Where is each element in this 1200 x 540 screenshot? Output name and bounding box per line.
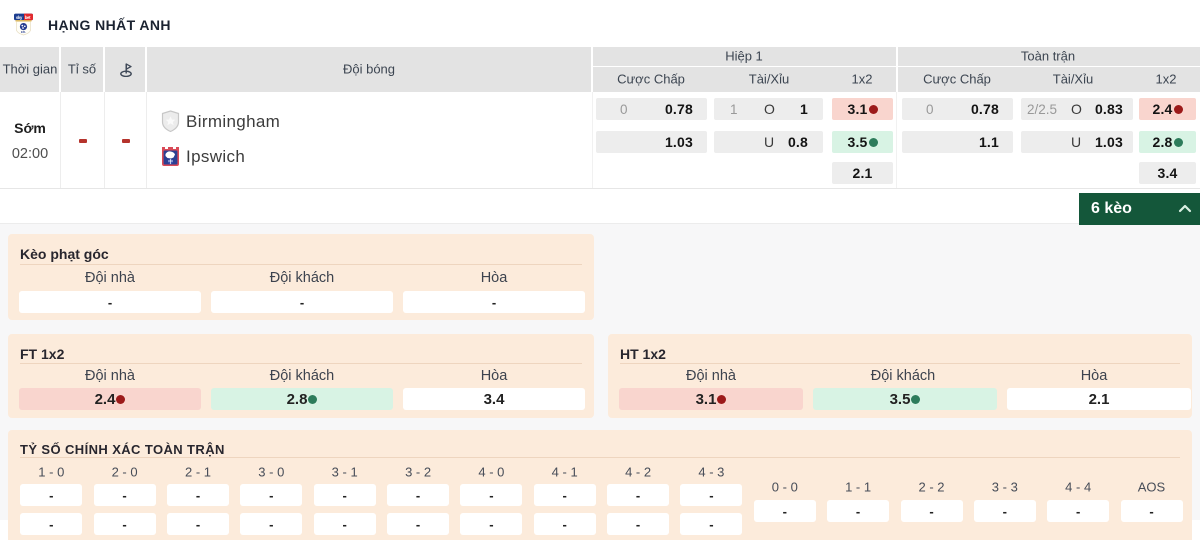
- svg-text:sky: sky: [16, 15, 23, 20]
- svg-text:bet: bet: [25, 15, 31, 20]
- svg-text:EFL: EFL: [21, 30, 26, 34]
